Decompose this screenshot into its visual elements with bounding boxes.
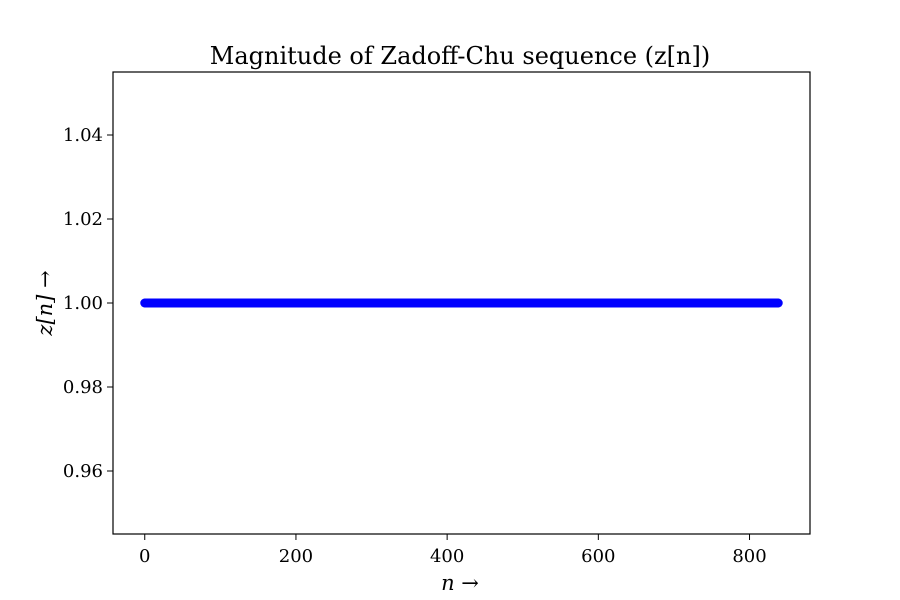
x-tick-label: 0 (139, 546, 150, 567)
x-tick-label: 600 (581, 546, 615, 567)
y-tick-label: 0.98 (63, 377, 103, 398)
x-tick-label: 200 (279, 546, 313, 567)
y-tick-label: 1.02 (63, 209, 103, 230)
data-layer (140, 298, 783, 308)
x-tick-label: 400 (430, 546, 464, 567)
x-tick-label: 800 (732, 546, 766, 567)
y-axis-ticks: 0.96 0.98 1.00 1.02 1.04 (63, 125, 113, 482)
x-axis-label: n → (441, 571, 479, 595)
y-tick-label: 1.00 (63, 293, 103, 314)
y-tick-label: 1.04 (63, 125, 103, 146)
data-point (773, 298, 783, 308)
chart-title: Magnitude of Zadoff-Chu sequence (z[n]) (210, 42, 710, 70)
y-tick-label: 0.96 (63, 461, 103, 482)
y-axis-label: z[n] → (33, 270, 57, 336)
x-axis-ticks: 0 200 400 600 800 (139, 534, 767, 567)
